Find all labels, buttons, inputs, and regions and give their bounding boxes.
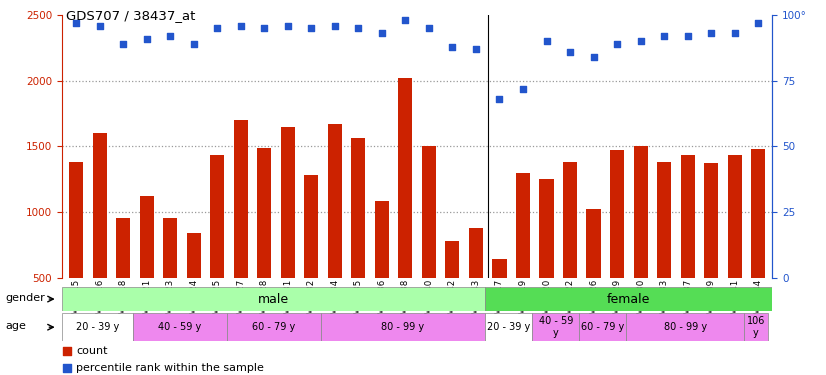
Point [563, 49, 577, 55]
Bar [579, 313, 626, 341]
Point [728, 30, 741, 36]
Bar [234, 120, 248, 278]
Point [352, 25, 365, 31]
Text: 20 - 39 y: 20 - 39 y [76, 322, 119, 332]
Point [116, 41, 130, 47]
Bar [422, 146, 436, 278]
Bar [539, 179, 553, 278]
Bar [657, 162, 672, 278]
Text: GDS707 / 38437_at: GDS707 / 38437_at [66, 9, 196, 22]
Point [211, 25, 224, 31]
Text: female: female [607, 292, 651, 306]
Text: 80 - 99 y: 80 - 99 y [664, 322, 707, 332]
Bar [320, 313, 486, 341]
Bar [516, 172, 530, 278]
Point [281, 22, 294, 28]
Bar [744, 313, 767, 341]
Bar [93, 133, 107, 278]
Text: 106
y: 106 y [747, 316, 765, 338]
Bar [533, 313, 579, 341]
Point [187, 41, 200, 47]
Bar [304, 175, 318, 278]
Point [657, 33, 671, 39]
Bar [210, 155, 224, 278]
Text: percentile rank within the sample: percentile rank within the sample [76, 363, 264, 373]
Bar [610, 150, 624, 278]
Bar [62, 287, 486, 311]
Point [258, 25, 271, 31]
Bar [132, 313, 226, 341]
Bar [751, 149, 765, 278]
Point [375, 30, 388, 36]
Point [610, 41, 624, 47]
Bar [728, 155, 742, 278]
Bar [486, 287, 772, 311]
Bar [328, 124, 342, 278]
Point [399, 17, 412, 23]
Bar [486, 313, 533, 341]
Text: gender: gender [5, 293, 45, 303]
Bar [681, 155, 695, 278]
Point [305, 25, 318, 31]
Bar [704, 164, 719, 278]
Point [446, 44, 459, 50]
Bar [116, 218, 131, 278]
Text: count: count [76, 346, 108, 356]
Bar [445, 242, 459, 278]
Point [69, 20, 83, 26]
Text: 40 - 59
y: 40 - 59 y [539, 316, 573, 338]
Point [634, 38, 648, 44]
Point [234, 22, 247, 28]
Point [540, 38, 553, 44]
Bar [62, 313, 132, 341]
Text: 80 - 99 y: 80 - 99 y [382, 322, 425, 332]
Point [307, 134, 320, 140]
Text: 60 - 79 y: 60 - 79 y [582, 322, 624, 332]
Bar [257, 148, 271, 278]
Bar [163, 218, 178, 278]
Text: 40 - 59 y: 40 - 59 y [158, 322, 202, 332]
Text: 20 - 39 y: 20 - 39 y [487, 322, 530, 332]
Bar [626, 313, 744, 341]
Bar [226, 313, 320, 341]
Bar [69, 162, 83, 278]
Text: male: male [258, 292, 289, 306]
Bar [281, 127, 295, 278]
Point [469, 46, 482, 52]
Point [705, 30, 718, 36]
Point [752, 20, 765, 26]
Bar [563, 162, 577, 278]
Text: 60 - 79 y: 60 - 79 y [252, 322, 295, 332]
Bar [398, 78, 412, 278]
Bar [375, 201, 389, 278]
Point [587, 54, 601, 60]
Point [140, 36, 154, 42]
Point [516, 86, 529, 92]
Bar [469, 228, 483, 278]
Point [328, 22, 341, 28]
Point [681, 33, 694, 39]
Point [422, 25, 435, 31]
Bar [140, 196, 154, 278]
Bar [586, 209, 601, 278]
Point [164, 33, 177, 39]
Point [307, 288, 320, 294]
Point [93, 22, 107, 28]
Bar [492, 259, 506, 278]
Bar [351, 138, 365, 278]
Bar [187, 233, 201, 278]
Bar [634, 146, 648, 278]
Text: age: age [5, 321, 26, 331]
Point [493, 96, 506, 102]
